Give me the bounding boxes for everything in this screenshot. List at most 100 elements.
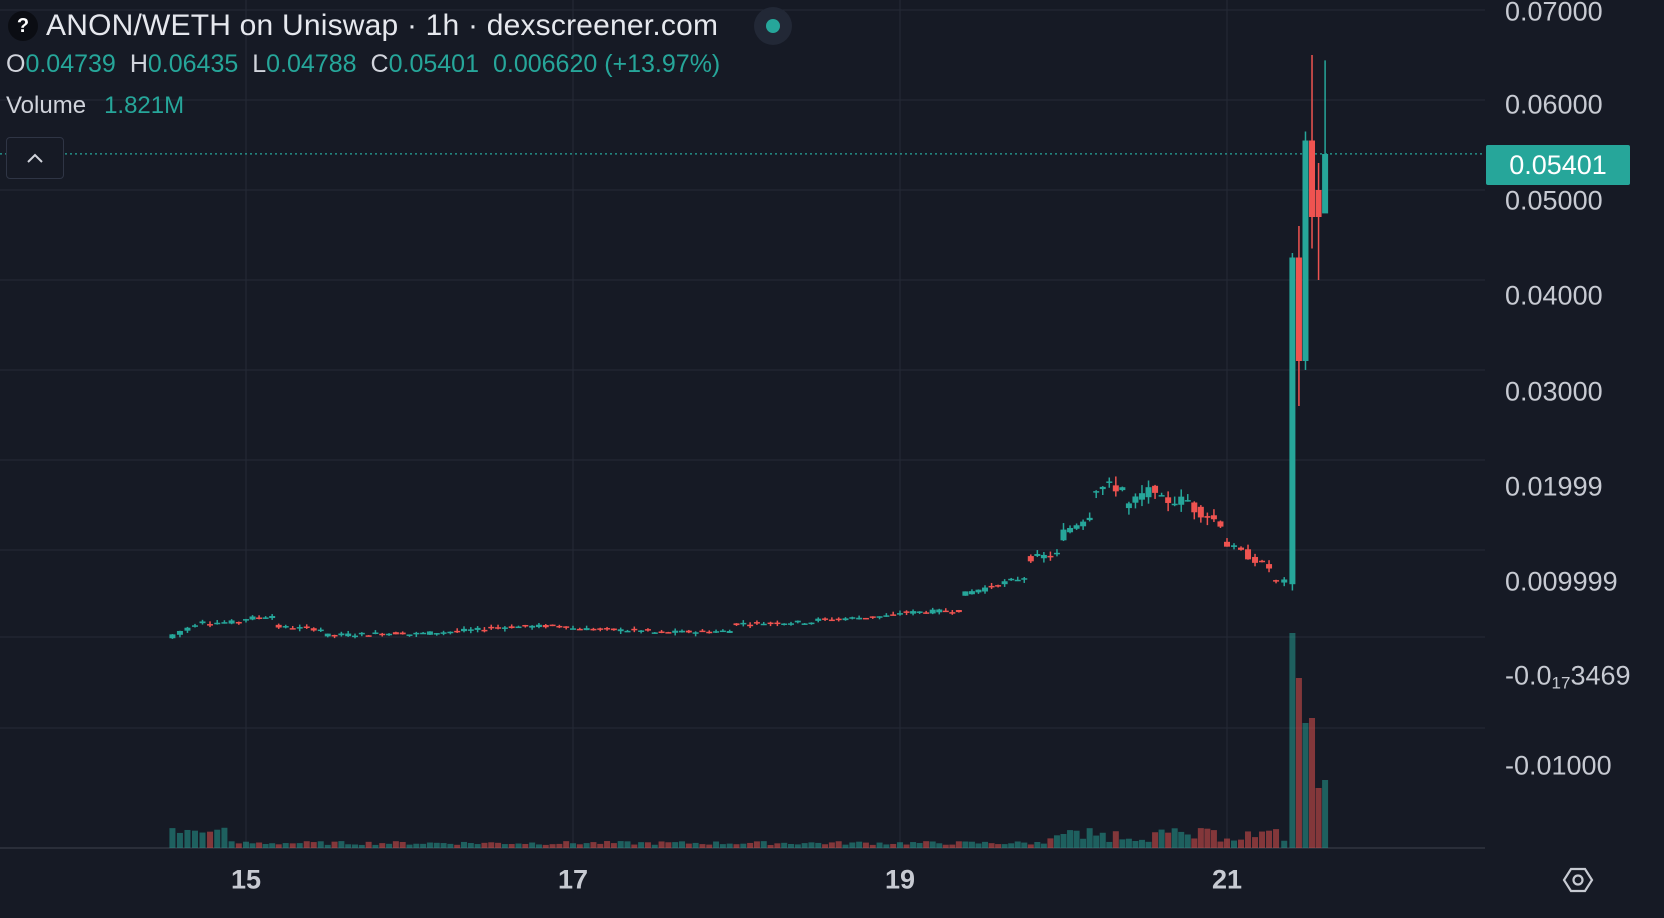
candle-up [849,617,856,619]
open-value: 0.04739 [25,50,116,78]
candle-up [719,630,726,633]
price-tick-label: -0.01000 [1505,750,1612,781]
candle-down [235,622,242,624]
volume-bar [214,829,221,848]
volume-bar [1217,841,1224,848]
candle-up [1132,496,1139,503]
candle-down [331,634,338,637]
volume-bar [1259,831,1266,848]
candle-down [869,616,876,618]
volume-bar [256,842,263,848]
volume-bar [1295,678,1302,848]
volume-bar [199,832,206,848]
candle-up [282,626,289,628]
volume-bar [862,842,869,848]
candle-up [936,609,943,613]
volume-bar [747,842,754,848]
candle-up [842,618,849,621]
candle-down [1027,556,1034,562]
volume-bar [815,842,822,848]
low-label: L [252,50,267,78]
volume-bar [269,843,276,848]
volume-bar [481,842,488,848]
candle-up [1008,578,1015,581]
volume-bar [767,844,774,848]
volume-bar [1204,828,1211,848]
volume-bar [495,842,502,848]
candle-down [597,628,604,630]
candle-up [1093,491,1100,493]
volume-bar [1034,841,1041,848]
volume-bar [282,843,289,848]
candle-up [856,617,863,620]
volume-bar [968,841,975,848]
candle-up [1289,257,1296,585]
candle-down [289,628,296,630]
candle-down [822,618,829,620]
volume-bar [508,844,515,848]
volume-bar [842,844,849,848]
candle-down [310,628,317,631]
candle-down [988,585,995,588]
candle-up [929,609,936,614]
volume-bar [672,842,679,848]
candle-down [549,624,556,627]
volume-bar [324,844,331,848]
volume-bar [235,843,242,848]
volume-bar [542,844,549,848]
candle-up [740,622,747,625]
candle-up [433,633,440,635]
volume-bar [658,841,665,848]
volume-bar [426,842,433,848]
volume-bar [1171,828,1178,848]
live-dot [766,19,781,33]
help-icon[interactable]: ? [8,11,38,41]
volume-bar [1309,718,1316,848]
live-indicator-icon[interactable] [754,7,793,45]
candle-up [176,630,183,635]
settings-button[interactable] [1560,862,1596,898]
volume-bar [399,841,406,848]
candle-down [590,628,597,631]
candle-up [440,632,447,634]
volume-bar [794,844,801,848]
volume-bar [869,844,876,848]
candle-up [529,625,536,628]
candle-up [1158,495,1165,497]
candle-down [508,626,515,629]
volume-bar [617,841,624,848]
candle-down [1238,547,1245,550]
candle-up [386,633,393,636]
candle-up [982,587,989,592]
volume-bar [1021,842,1028,848]
candle-down [862,617,869,620]
candle-down [733,623,740,626]
candle-up [617,629,624,632]
volume-bar [774,843,781,848]
candle-down [665,632,672,634]
chart-title: ANON/WETH on Uniswap · 1h · dexscreener.… [46,9,719,42]
volume-bar [1047,838,1054,848]
volume-legend: Volume 1.821M [6,92,184,120]
collapse-legend-button[interactable] [6,137,64,179]
candle-up [474,627,481,630]
candle-up [1040,554,1047,559]
candle-down [1152,485,1159,493]
volume-bar [1178,831,1185,848]
volume-bar [942,844,949,848]
volume-bar [563,841,570,848]
volume-bar [413,843,420,848]
candle-down [610,628,617,631]
candle-up [1086,517,1093,521]
price-tick-label: -0.0173469 [1505,660,1631,693]
chart-header: ? ANON/WETH on Uniswap · 1h · dexscreene… [0,6,793,46]
candle-down [495,627,502,629]
candle-up [1231,545,1238,547]
candle-up [535,624,542,628]
volume-bar [740,843,747,848]
volume-bar [760,841,767,848]
volume-bar [910,842,917,848]
time-tick-label: 19 [884,864,916,895]
candle-up [269,616,276,619]
